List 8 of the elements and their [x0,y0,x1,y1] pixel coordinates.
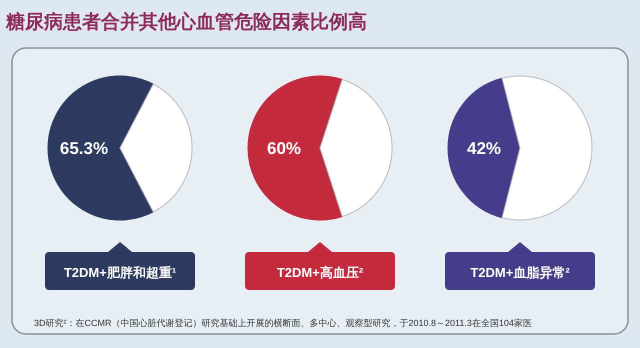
data-label: 60% [266,139,302,158]
text: 3D研究²：在CCMR（中国心脏代谢登记）研究基础上开展的横断面、多中心、观察型研究，于2010.8～2011.3在全国104家医 [34,318,532,328]
text: T2DM+高血压² [276,265,364,280]
chart-title: 糖尿病患者合并其他心血管危险因素比例高 [5,11,367,33]
text: T2DM+肥胖和超重¹ [64,265,176,280]
text: T2DM+血脂异常² [470,265,570,280]
data-label: 42% [466,139,502,158]
data-label: 65.3% [60,139,108,158]
